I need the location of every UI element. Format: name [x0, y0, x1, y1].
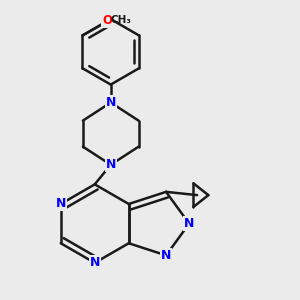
Text: O: O	[102, 14, 112, 27]
Text: N: N	[89, 256, 100, 269]
Text: N: N	[184, 217, 194, 230]
Text: N: N	[161, 249, 171, 262]
Text: N: N	[106, 158, 116, 171]
Text: N: N	[106, 96, 116, 109]
Text: CH₃: CH₃	[110, 15, 131, 26]
Text: N: N	[56, 197, 66, 211]
